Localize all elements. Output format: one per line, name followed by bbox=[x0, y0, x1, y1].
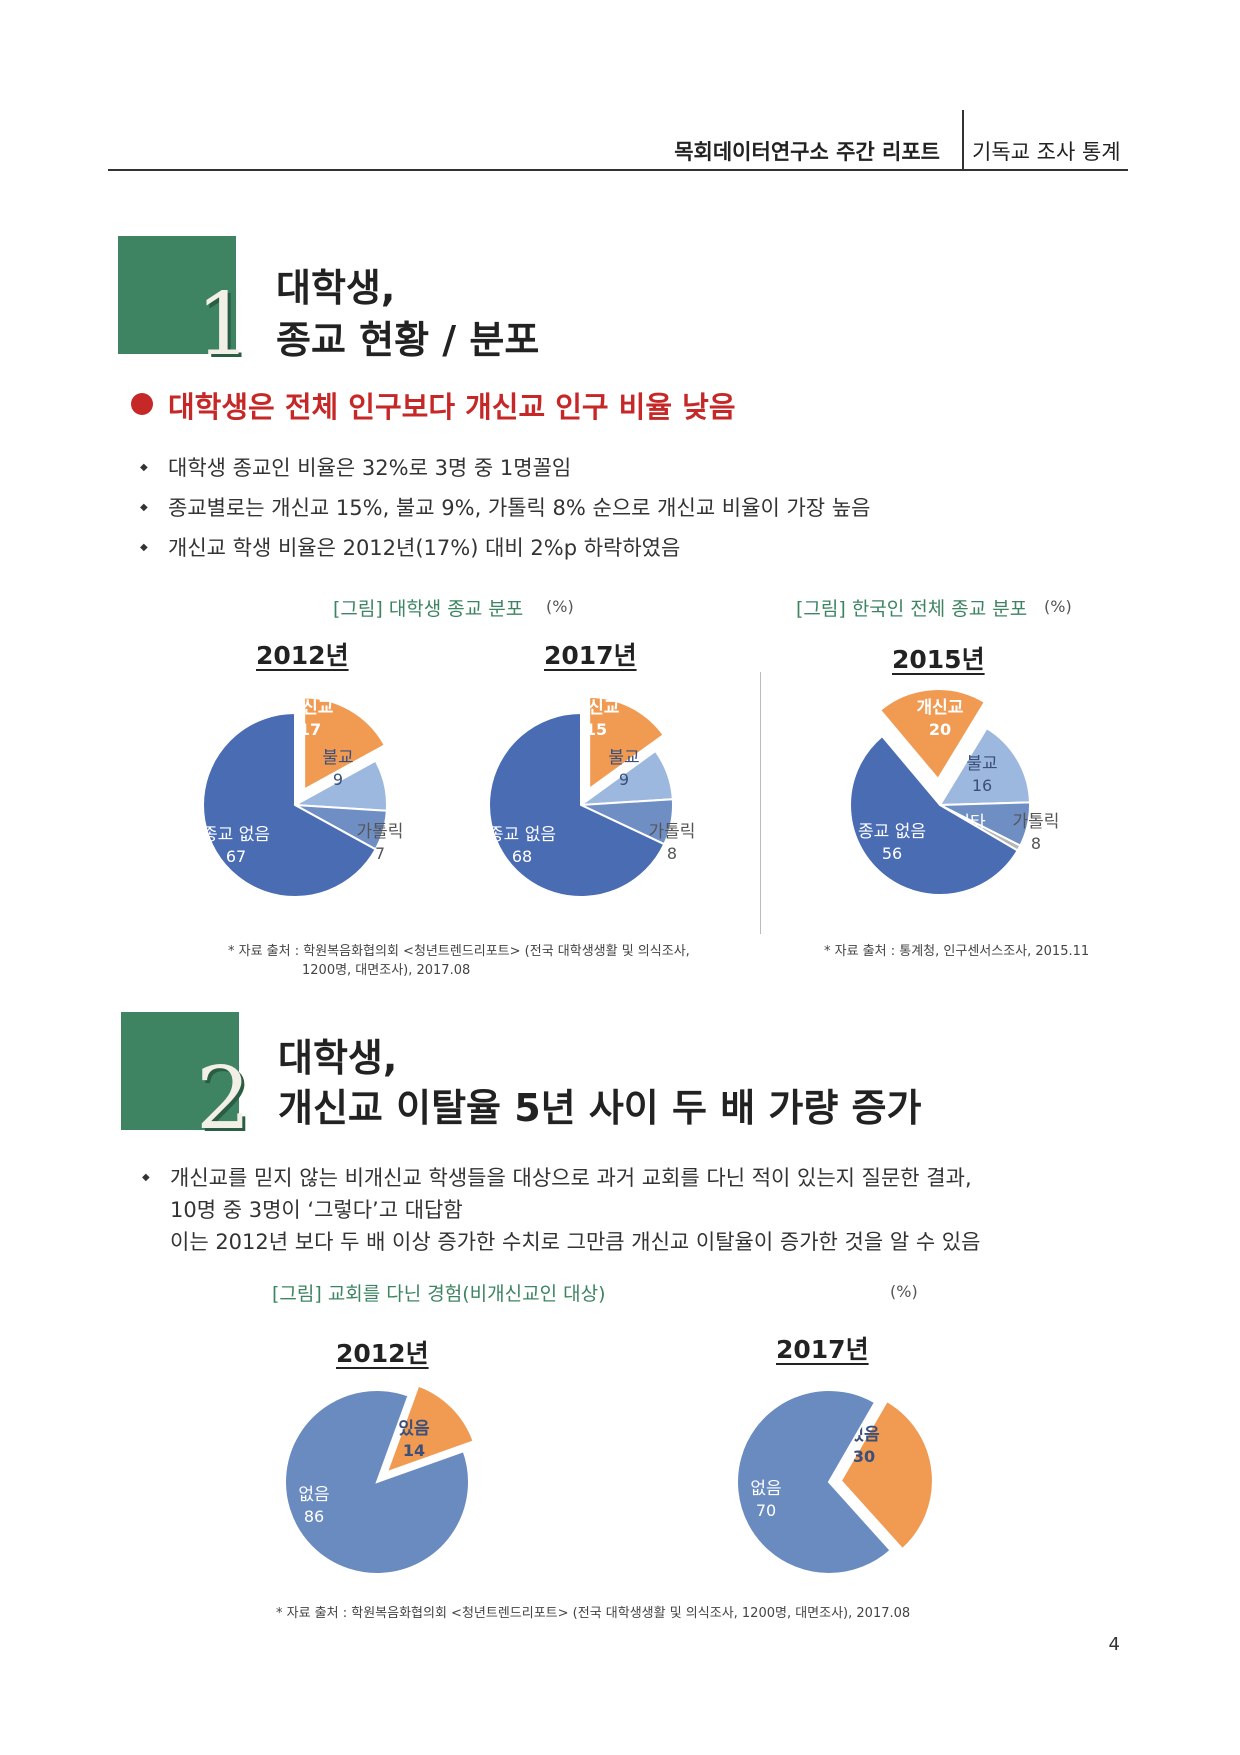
section-1-number-box bbox=[118, 236, 236, 354]
header-rule bbox=[108, 169, 1128, 171]
pie-slice-no-religion bbox=[849, 734, 1019, 896]
pie-label-no-religion: 종교 없음 bbox=[858, 822, 926, 842]
pie-value-catholic: 8 bbox=[1031, 834, 1041, 853]
pie-value-buddhist: 9 bbox=[333, 770, 343, 789]
pie-label-no-religion: 종교 없음 bbox=[488, 825, 556, 845]
pie-slice-no bbox=[736, 1389, 892, 1575]
pie-chart-church-exp-2012: 있음 14 없음 86 bbox=[284, 1384, 475, 1575]
page-number: 4 bbox=[1108, 1634, 1120, 1655]
pie-slice-protestant bbox=[303, 696, 387, 792]
pie-slice-protestant bbox=[588, 695, 665, 791]
figure-2-caption: [그림] 한국인 전체 종교 분포 bbox=[796, 598, 1028, 620]
pie-slice-no-religion bbox=[202, 711, 377, 898]
bullet-item: 개신교를 믿지 않는 비개신교 학생들을 대상으로 과거 교회를 다닌 적이 있… bbox=[142, 1162, 980, 1194]
pie-label-buddhist: 불교 bbox=[966, 754, 997, 774]
report-title: 목회데이터연구소 주간 리포트 bbox=[674, 140, 940, 164]
pie-value-yes: 30 bbox=[853, 1447, 875, 1466]
figure-3-unit: (%) bbox=[890, 1282, 918, 1301]
chart-2012-year: 2012년 bbox=[256, 641, 349, 670]
pie-label-protestant: 개신교 bbox=[287, 698, 334, 718]
chart-2017-year: 2017년 bbox=[544, 641, 637, 670]
chart-2015-year: 2015년 bbox=[892, 645, 985, 674]
source-note-1-line1: * 자료 출처 : 학원복음화협의회 <청년트렌드리포트> (전국 대학생생활 … bbox=[228, 944, 690, 959]
pie-slice-no bbox=[284, 1389, 470, 1575]
figure-2-unit: (%) bbox=[1044, 597, 1072, 616]
pie-value-yes: 14 bbox=[403, 1441, 425, 1460]
section-1-headline: 대학생은 전체 인구보다 개신교 인구 비율 낮음 bbox=[168, 390, 736, 424]
source-note-3: * 자료 출처 : 학원복음화협의회 <청년트렌드리포트> (전국 대학생생활 … bbox=[276, 1606, 911, 1621]
pie-label-buddhist: 불교 bbox=[322, 748, 353, 768]
pie-label-protestant: 개신교 bbox=[917, 698, 964, 718]
headline-bullet-icon bbox=[131, 393, 153, 415]
section-1-title-line2: 종교 현황 / 분포 bbox=[276, 318, 540, 362]
pie-label-no-religion: 종교 없음 bbox=[202, 825, 270, 845]
pie-value-protestant: 20 bbox=[929, 720, 951, 739]
pie-label-no: 없음 bbox=[298, 1485, 329, 1505]
pie-value-no: 70 bbox=[756, 1501, 776, 1520]
pie-slice-protestant bbox=[878, 688, 987, 781]
bullet-continuation: 이는 2012년 보다 두 배 이상 증가한 수치로 그만큼 개신교 이탈율이 … bbox=[170, 1230, 981, 1254]
bullet-item: 개신교 학생 비율은 2012년(17%) 대비 2%p 하락하였음 bbox=[140, 528, 870, 568]
pie-value-no-religion: 68 bbox=[512, 847, 532, 866]
pie-label-yes: 있음 bbox=[398, 1419, 430, 1439]
pie-slice-no-religion bbox=[488, 711, 666, 898]
section-1-number: 1 bbox=[196, 275, 251, 375]
pie-value-no-religion: 56 bbox=[882, 844, 902, 863]
pie-slice-yes bbox=[385, 1384, 475, 1474]
chart-exp-2012-year: 2012년 bbox=[336, 1339, 429, 1368]
pie-slice-yes bbox=[839, 1399, 934, 1551]
section-1-bullets: 대학생 종교인 비율은 32%로 3명 중 1명꼴임 종교별로는 개신교 15%… bbox=[140, 448, 870, 568]
section-2-number: 2 bbox=[196, 1049, 251, 1149]
section-2-number-box bbox=[121, 1012, 239, 1130]
pie-value-protestant: 17 bbox=[299, 720, 321, 739]
pie-value-catholic: 7 bbox=[375, 844, 385, 863]
section-1-title-line1: 대학생, bbox=[276, 266, 396, 310]
figure-divider bbox=[760, 672, 761, 934]
figure-1-caption: [그림] 대학생 종교 분포 bbox=[333, 598, 524, 620]
chart-exp-2017-year: 2017년 bbox=[776, 1335, 869, 1364]
figure-1-unit: (%) bbox=[546, 597, 574, 616]
header-separator bbox=[962, 110, 964, 170]
report-subtitle: 기독교 조사 통계 bbox=[972, 140, 1121, 164]
bullet-item: 종교별로는 개신교 15%, 불교 9%, 가톨릭 8% 순으로 개신교 비율이… bbox=[140, 488, 870, 528]
pie-label-protestant: 개신교 bbox=[573, 698, 620, 718]
pie-label-catholic: 가톨릭 bbox=[1013, 812, 1060, 832]
bullet-continuation: 10명 중 3명이 ‘그렇다’고 대답함 bbox=[170, 1198, 463, 1222]
pie-label-catholic: 가톨릭 bbox=[357, 822, 404, 842]
section-2-bullets: 개신교를 믿지 않는 비개신교 학생들을 대상으로 과거 교회를 다닌 적이 있… bbox=[142, 1162, 980, 1258]
pie-slice-buddhist bbox=[938, 726, 1031, 807]
pie-label-no: 없음 bbox=[750, 1479, 781, 1499]
figure-3-caption: [그림] 교회를 다닌 경험(비개신교인 대상) bbox=[272, 1283, 606, 1305]
source-note-1-line2: 1200명, 대면조사), 2017.08 bbox=[302, 963, 471, 978]
pie-value-no: 86 bbox=[304, 1507, 324, 1526]
section-2-title-line2: 개신교 이탈율 5년 사이 두 배 가량 증가 bbox=[278, 1086, 922, 1130]
source-note-2: * 자료 출처 : 통계청, 인구센서스조사, 2015.11 bbox=[824, 944, 1090, 959]
pie-value-buddhist: 16 bbox=[972, 776, 992, 795]
pie-label-catholic: 가톨릭 bbox=[649, 822, 696, 842]
bullet-item: 대학생 종교인 비율은 32%로 3명 중 1명꼴임 bbox=[140, 448, 870, 488]
pie-value-buddhist: 9 bbox=[619, 770, 629, 789]
pie-value-no-religion: 67 bbox=[226, 847, 246, 866]
section-2-title-line1: 대학생, bbox=[278, 1036, 398, 1080]
pie-label-buddhist: 불교 bbox=[608, 748, 639, 768]
pie-value-catholic: 8 bbox=[667, 844, 677, 863]
pie-value-protestant: 15 bbox=[585, 720, 607, 739]
